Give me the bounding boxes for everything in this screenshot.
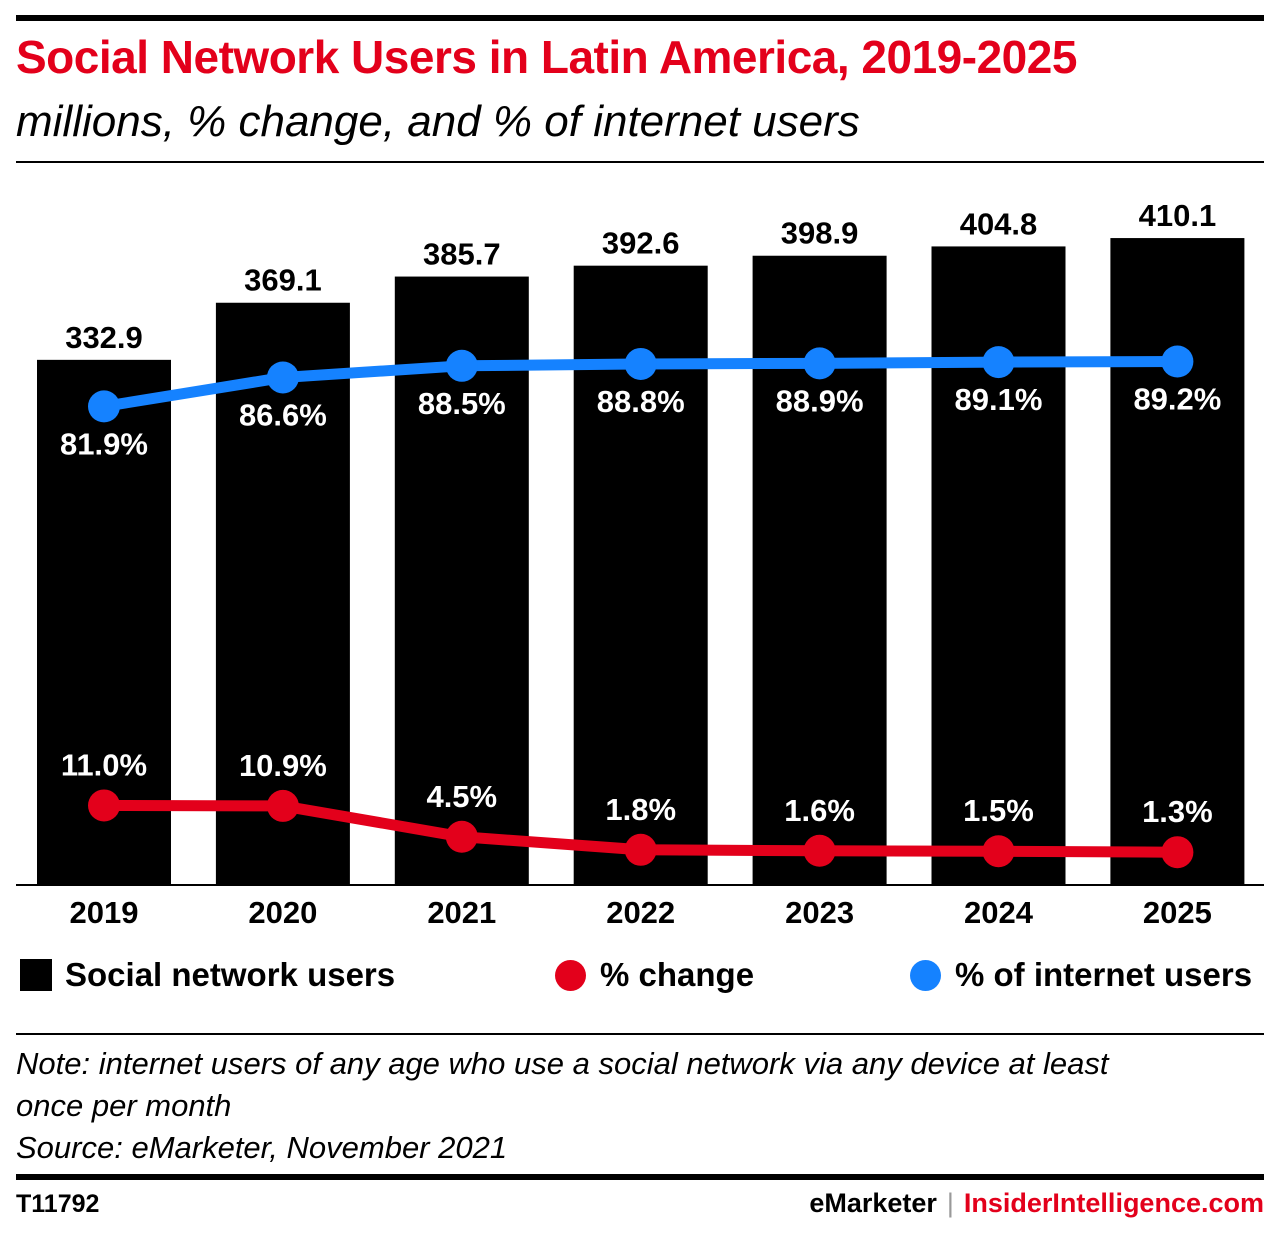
internet-users-point-2024	[982, 346, 1015, 379]
percent-change-label-2023: 1.6%	[784, 793, 855, 828]
internet-users-point-2022	[624, 347, 657, 380]
bar-value-label-2025: 410.1	[1139, 198, 1217, 233]
legend-swatch-internet	[910, 959, 941, 991]
emarketer-logo: eMarketer	[809, 1188, 937, 1218]
legend-swatch-bars	[20, 959, 52, 991]
bar-value-label-2020: 369.1	[244, 263, 322, 298]
header-divider	[16, 161, 1264, 163]
percent-change-point-2019	[88, 789, 120, 822]
internet-users-label-2024: 89.1%	[955, 382, 1043, 417]
legend-item-percent-change: % change	[555, 956, 754, 994]
internet-users-label-2022: 88.8%	[597, 384, 685, 419]
legend-label-change: % change	[600, 956, 755, 993]
legend-swatch-change	[555, 959, 586, 991]
internet-users-label-2021: 88.5%	[418, 386, 506, 421]
footer-brand: eMarketer | InsiderIntelligence.com	[809, 1188, 1264, 1219]
internet-users-point-2025	[1161, 345, 1194, 378]
insider-intelligence-link[interactable]: InsiderIntelligence.com	[963, 1188, 1264, 1218]
bar-value-label-2024: 404.8	[960, 206, 1038, 241]
brand-separator: |	[946, 1188, 954, 1218]
internet-users-label-2020: 86.6%	[239, 397, 327, 432]
note-line-2: once per month	[16, 1088, 232, 1123]
internet-users-point-2020	[266, 361, 299, 394]
bar-2020	[215, 302, 350, 885]
note-line-1: Note: internet users of any age who use …	[16, 1046, 1109, 1081]
legend-item-percent-internet-users: % of internet users	[910, 956, 1252, 994]
chart-subtitle: millions, % change, and % of internet us…	[16, 97, 860, 146]
internet-users-label-2023: 88.9%	[776, 383, 864, 418]
x-tick-label-2025: 2025	[1143, 895, 1212, 930]
bar-value-label-2021: 385.7	[423, 237, 501, 272]
percent-change-point-2023	[803, 834, 836, 867]
top-rule	[16, 15, 1264, 21]
percent-change-point-2024	[982, 835, 1015, 868]
percent-change-label-2022: 1.8%	[605, 792, 676, 827]
bottom-rule	[16, 1174, 1264, 1180]
source-line: Source: eMarketer, November 2021	[16, 1130, 508, 1165]
bar-value-label-2022: 392.6	[602, 226, 680, 261]
internet-users-point-2021	[445, 349, 478, 382]
bar-value-label-2019: 332.9	[65, 320, 143, 355]
legend-item-social-network-users: Social network users	[20, 956, 395, 994]
percent-change-label-2020: 10.9%	[239, 748, 327, 783]
x-tick-label-2019: 2019	[70, 895, 139, 930]
internet-users-label-2019: 81.9%	[60, 426, 148, 461]
percent-change-point-2022	[624, 833, 657, 866]
internet-users-point-2019	[88, 390, 120, 423]
bar-2025	[1110, 238, 1245, 885]
x-tick-label-2021: 2021	[427, 895, 496, 930]
x-tick-label-2024: 2024	[964, 895, 1034, 930]
x-tick-label-2023: 2023	[785, 895, 854, 930]
internet-users-point-2023	[803, 347, 836, 380]
percent-change-label-2019: 11.0%	[61, 747, 147, 782]
legend-label-internet: % of internet users	[955, 956, 1253, 993]
chart-title: Social Network Users in Latin America, 2…	[16, 31, 1077, 83]
legend-label-bars: Social network users	[65, 956, 396, 993]
footer-divider	[16, 1033, 1264, 1035]
x-tick-label-2022: 2022	[606, 895, 675, 930]
chart-id: T11792	[16, 1190, 100, 1218]
percent-change-point-2020	[266, 789, 299, 822]
chart-note: Note: internet users of any age who use …	[16, 1043, 1264, 1169]
percent-change-point-2025	[1161, 836, 1194, 869]
legend: Social network users % change % of inter…	[0, 956, 1280, 1006]
bar-value-label-2023: 398.9	[781, 216, 859, 251]
chart-canvas: 332.9 369.1 385.7 392.6 398.9 404.8 410.1 2019 2…	[16, 198, 1264, 930]
percent-change-point-2021	[445, 820, 478, 853]
internet-users-label-2025: 89.2%	[1133, 382, 1221, 417]
percent-change-label-2021: 4.5%	[426, 779, 497, 814]
percent-change-label-2024: 1.5%	[963, 793, 1034, 828]
x-tick-label-2020: 2020	[248, 895, 317, 930]
bar-2024	[931, 246, 1066, 886]
percent-change-label-2025: 1.3%	[1142, 794, 1213, 829]
